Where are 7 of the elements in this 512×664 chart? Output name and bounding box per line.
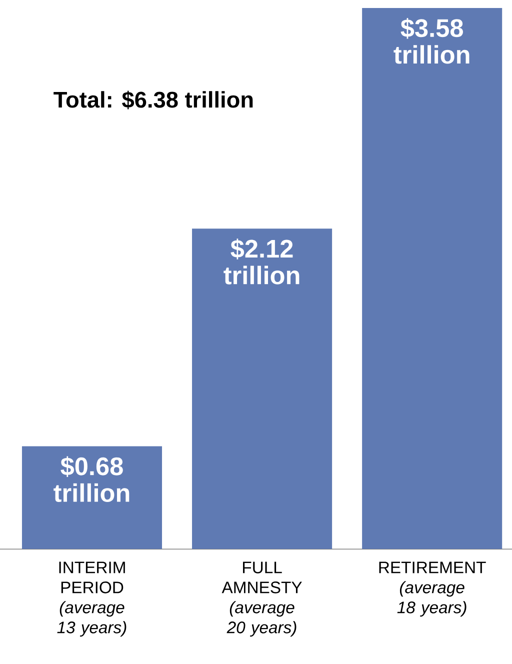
annotation: Total: $6.38 trillion	[54, 90, 253, 110]
x-tick-label: FULL AMNESTY (average 20 years)	[222, 562, 302, 637]
data-label: $0.68 trillion	[54, 456, 130, 502]
x-tick-label: INTERIM PERIOD (average 13 years)	[57, 562, 126, 637]
data-label: $2.12 trillion	[224, 238, 300, 284]
data-label: $3.58 trillion	[394, 18, 470, 64]
x-tick-label: RETIREMENT (average 18 years)	[379, 562, 486, 617]
